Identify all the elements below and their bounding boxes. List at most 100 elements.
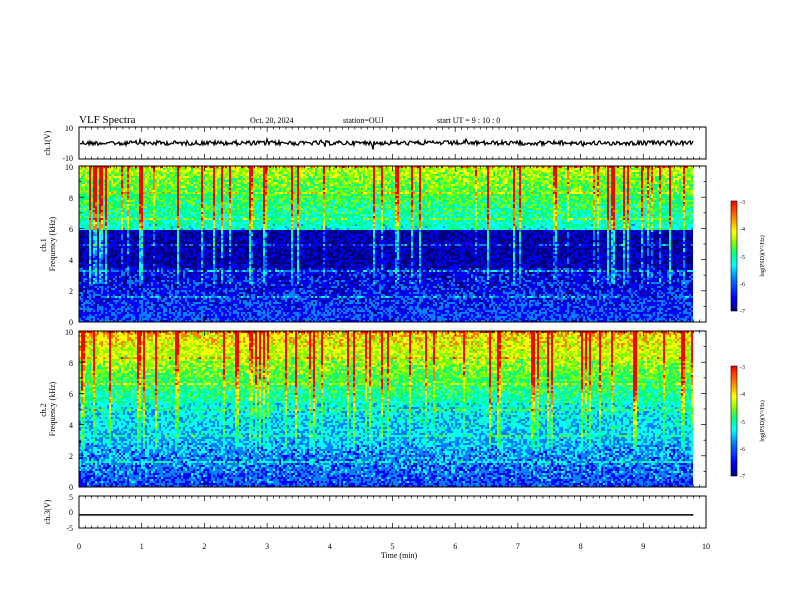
heatmap-cell: [451, 196, 454, 199]
heatmap-cell: [149, 176, 152, 179]
heatmap-cell: [159, 170, 162, 173]
heatmap-cell: [191, 198, 194, 201]
heatmap-cell: [135, 180, 138, 183]
heatmap-cell: [307, 174, 310, 177]
heatmap-cell: [323, 190, 326, 193]
heatmap-cell: [313, 178, 316, 181]
heatmap-cell: [637, 190, 640, 193]
heatmap-cell: [435, 174, 438, 177]
heatmap-cell: [341, 186, 344, 189]
heatmap-cell: [149, 166, 152, 169]
heatmap-cell: [247, 174, 250, 177]
heatmap-cell: [499, 168, 502, 171]
heatmap-cell: [243, 182, 246, 185]
heatmap-cell: [407, 184, 410, 187]
heatmap-cell: [149, 180, 152, 183]
heatmap-cell: [109, 172, 112, 175]
heatmap-cell: [371, 172, 374, 175]
heatmap-cell: [283, 186, 286, 189]
heatmap-cell: [125, 198, 128, 201]
heatmap-cell: [631, 178, 634, 181]
heatmap-cell: [367, 174, 370, 177]
heatmap-cell: [563, 168, 566, 171]
heatmap-cell: [429, 180, 432, 183]
heatmap-cell: [605, 168, 608, 171]
heatmap-cell: [165, 182, 168, 185]
heatmap-cell: [609, 172, 612, 175]
heatmap-cell: [121, 168, 124, 171]
heatmap-cell: [91, 174, 94, 177]
heatmap-cell: [249, 172, 252, 175]
heatmap-cell: [599, 190, 602, 193]
heatmap-cell: [497, 194, 500, 197]
heatmap-cell: [601, 180, 604, 183]
heatmap-cell: [101, 192, 104, 195]
heatmap-cell: [325, 188, 328, 191]
heatmap-cell: [121, 186, 124, 189]
heatmap-cell: [211, 196, 214, 199]
heatmap-cell: [399, 178, 402, 181]
heatmap-cell: [517, 194, 520, 197]
heatmap-cell: [679, 190, 682, 193]
heatmap-cell: [669, 178, 672, 181]
heatmap-cell: [489, 176, 492, 179]
heatmap-cell: [495, 180, 498, 183]
heatmap-cell: [355, 172, 358, 175]
heatmap-cell: [113, 170, 116, 173]
heatmap-cell: [89, 170, 92, 173]
heatmap-cell: [611, 196, 614, 199]
heatmap-cell: [377, 166, 380, 169]
heatmap-cell: [81, 182, 84, 185]
heatmap-cell: [545, 184, 548, 187]
heatmap-cell: [323, 194, 326, 197]
heatmap-cell: [593, 176, 596, 179]
heatmap-cell: [323, 196, 326, 199]
heatmap-cell: [513, 190, 516, 193]
heatmap-cell: [561, 188, 564, 191]
heatmap-cell: [239, 184, 242, 187]
heatmap-cell: [257, 168, 260, 171]
heatmap-cell: [627, 168, 630, 171]
heatmap-cell: [495, 188, 498, 191]
heatmap-cell: [355, 192, 358, 195]
heatmap-cell: [379, 194, 382, 197]
heatmap-cell: [489, 196, 492, 199]
heatmap-cell: [299, 178, 302, 181]
heatmap-cell: [269, 188, 272, 191]
heatmap-cell: [217, 188, 220, 191]
heatmap-cell: [345, 168, 348, 171]
heatmap-cell: [661, 174, 664, 177]
heatmap-cell: [117, 180, 120, 183]
heatmap-cell: [569, 192, 572, 195]
heatmap-cell: [177, 192, 180, 195]
heatmap-cell: [127, 166, 130, 169]
heatmap-cell: [159, 168, 162, 171]
heatmap-cell: [277, 190, 280, 193]
heatmap-cell: [669, 196, 672, 199]
heatmap-cell: [237, 194, 240, 197]
heatmap-cell: [145, 190, 148, 193]
heatmap-cell: [95, 172, 98, 175]
heatmap-cell: [153, 170, 156, 173]
heatmap-cell: [251, 176, 254, 179]
heatmap-cell: [271, 168, 274, 171]
heatmap-cell: [505, 196, 508, 199]
heatmap-cell: [385, 180, 388, 183]
heatmap-cell: [171, 184, 174, 187]
heatmap-cell: [403, 196, 406, 199]
heatmap-cell: [525, 178, 528, 181]
heatmap-cell: [429, 188, 432, 191]
heatmap-cell: [535, 190, 538, 193]
heatmap-cell: [257, 176, 260, 179]
heatmap-cell: [627, 196, 630, 199]
heatmap-cell: [561, 166, 564, 169]
heatmap-cell: [411, 168, 414, 171]
heatmap-cell: [451, 192, 454, 195]
heatmap-cell: [541, 184, 544, 187]
heatmap-cell: [581, 168, 584, 171]
heatmap-cell: [163, 170, 166, 173]
heatmap-cell: [113, 196, 116, 199]
heatmap-cell: [431, 180, 434, 183]
heatmap-cell: [161, 172, 164, 175]
heatmap-cell: [417, 170, 420, 173]
